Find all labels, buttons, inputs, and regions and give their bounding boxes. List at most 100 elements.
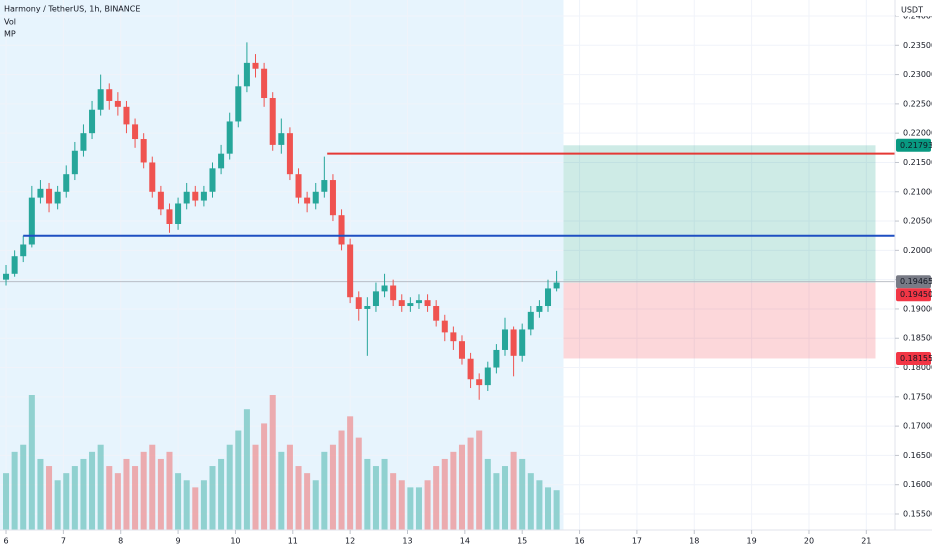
price-label-bg — [896, 138, 931, 152]
x-tick-label: 7 — [61, 537, 66, 546]
volume-bar — [433, 466, 440, 530]
plot-area — [0, 0, 895, 530]
candle-body — [519, 329, 526, 356]
profit-zone — [563, 145, 876, 283]
candle-body — [132, 124, 139, 140]
candle-body — [441, 320, 448, 333]
candle-body — [106, 89, 113, 101]
candle-body — [536, 306, 543, 312]
candle-body — [243, 62, 250, 87]
volume-bar — [321, 451, 328, 530]
candle-body — [114, 100, 121, 107]
volume-bar — [192, 487, 199, 530]
x-tick-label: 19 — [747, 537, 757, 546]
candle-body — [510, 329, 517, 356]
volume-bar — [458, 444, 465, 530]
volume-bar — [519, 458, 526, 530]
volume-bar — [106, 466, 113, 530]
volume-bar — [286, 444, 293, 530]
indicator-label: Vol — [4, 18, 16, 27]
volume-bar — [166, 451, 173, 530]
y-tick-label: 0.23500 — [903, 41, 932, 50]
candle-body — [364, 306, 371, 309]
volume-bar — [114, 473, 121, 530]
candle-body — [295, 174, 302, 198]
candle-body — [252, 62, 259, 69]
candle-body — [28, 197, 35, 245]
x-tick-label: 17 — [632, 537, 642, 546]
x-tick-label: 15 — [517, 537, 527, 546]
volume-bar — [407, 487, 414, 530]
x-tick-label: 16 — [574, 537, 584, 546]
volume-bar — [527, 473, 534, 530]
candle-body — [63, 174, 70, 192]
volume-bar — [441, 458, 448, 530]
candle-body — [140, 139, 147, 163]
volume-bar — [329, 444, 336, 530]
volume-bar — [347, 416, 354, 530]
candle-body — [89, 109, 96, 134]
volume-bar — [415, 487, 422, 530]
volume-bar — [295, 466, 302, 530]
volume-bar — [545, 487, 552, 530]
session-highlight — [0, 0, 564, 530]
volume-bar — [89, 451, 96, 530]
price-label-bg — [896, 351, 931, 365]
volume-bar — [355, 437, 362, 530]
volume-bar — [278, 451, 285, 530]
volume-bar — [381, 458, 388, 530]
candle-body — [450, 332, 457, 342]
candle-body — [54, 191, 61, 204]
volume-bar — [132, 466, 139, 530]
volume-bar — [11, 451, 18, 530]
candle-body — [484, 367, 491, 386]
volume-bar — [218, 458, 225, 530]
candle-body — [338, 215, 345, 245]
price-label-bg — [896, 288, 931, 302]
volume-bar — [54, 480, 61, 530]
volume-bar — [235, 430, 242, 530]
volume-bar — [493, 473, 500, 530]
candle-body — [390, 285, 397, 301]
volume-bar — [476, 430, 483, 530]
candle-body — [149, 162, 156, 192]
price-label-bg — [896, 275, 931, 289]
candle-body — [312, 191, 319, 204]
candle-body — [458, 341, 465, 359]
candle-body — [467, 358, 474, 380]
volume-bar — [372, 466, 379, 530]
currency-label-bg — [896, 2, 932, 16]
candle-body — [157, 191, 164, 210]
volume-bar — [149, 444, 156, 530]
volume-bar — [398, 480, 405, 530]
candle-body — [355, 297, 362, 309]
volume-bar — [28, 395, 35, 530]
candle-body — [261, 68, 268, 99]
candle-body — [123, 106, 130, 125]
price-label: 0.21793 — [900, 141, 932, 150]
candle-body — [80, 133, 87, 151]
candle-body — [269, 98, 276, 145]
candle-body — [415, 300, 422, 304]
symbol-title: Harmony / TetherUS, 1h, BINANCE — [4, 5, 140, 14]
candle-body — [97, 89, 104, 110]
volume-bar — [243, 409, 250, 530]
volume-bar — [37, 458, 44, 530]
candle-body — [553, 282, 560, 289]
candle-body — [407, 303, 414, 307]
loss-zone — [563, 282, 876, 359]
x-tick-label: 6 — [3, 537, 8, 546]
volume-bar — [390, 473, 397, 530]
candle-body — [200, 191, 207, 201]
volume-bar — [71, 466, 78, 530]
price-label: 0.19450 — [900, 290, 932, 299]
x-tick-label: 10 — [230, 537, 240, 546]
